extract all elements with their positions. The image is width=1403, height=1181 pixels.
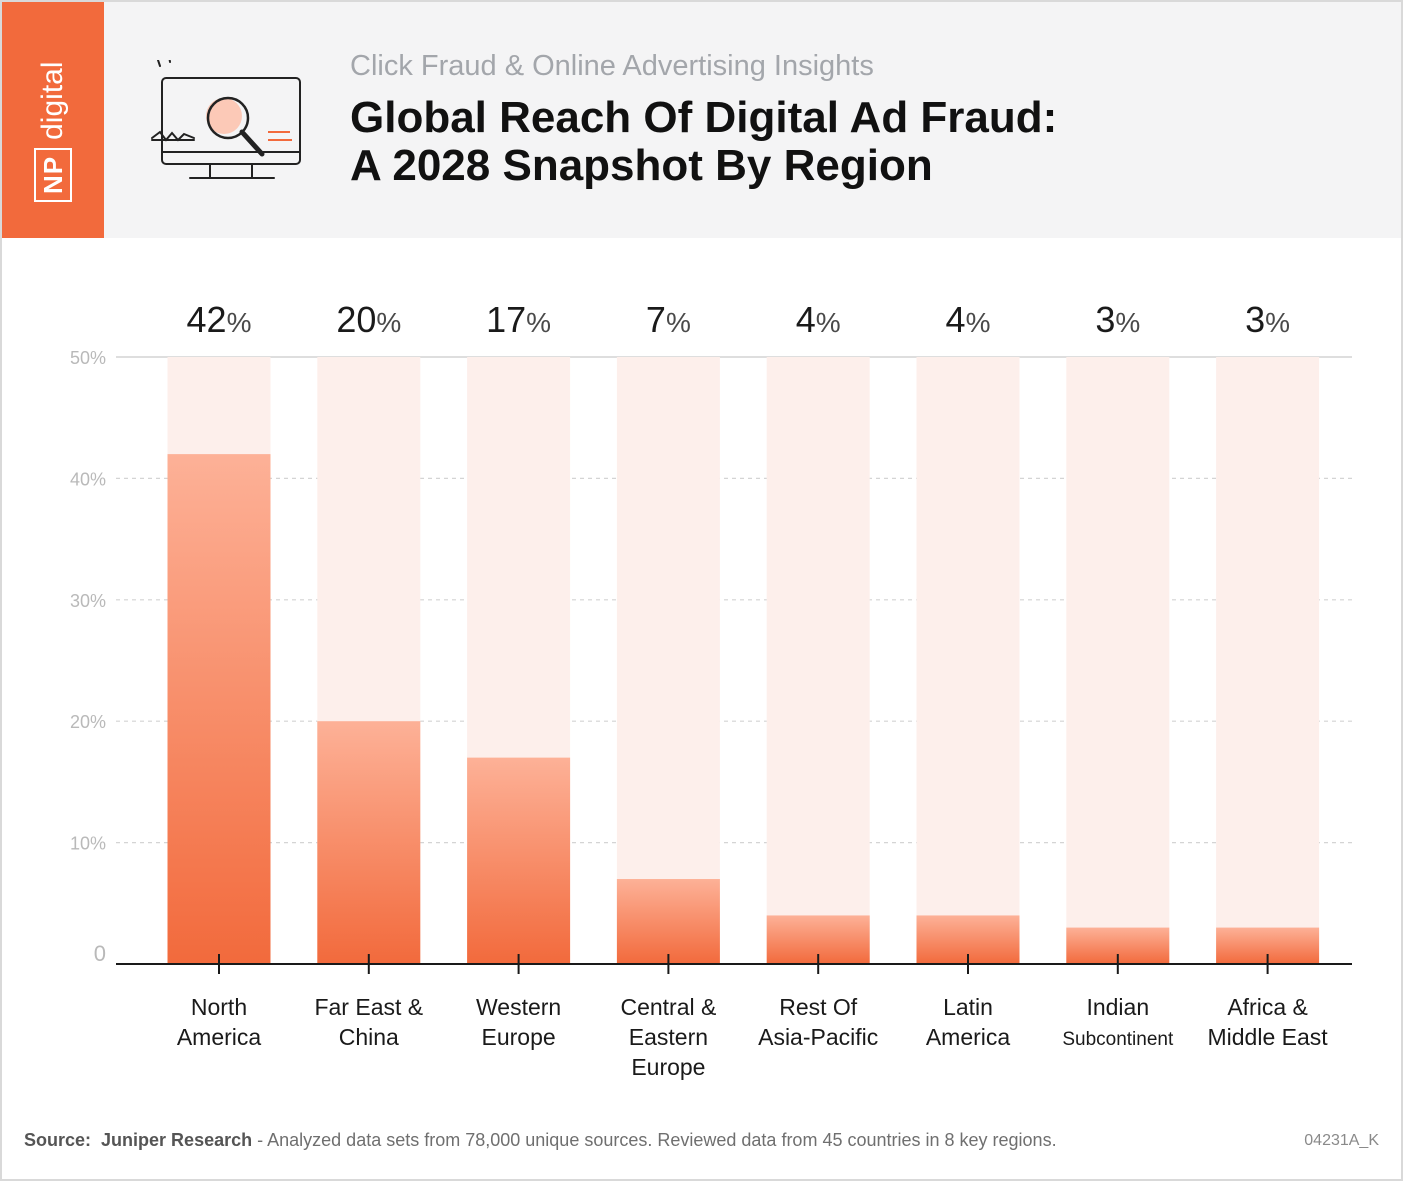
brand-np: NP xyxy=(34,147,72,202)
y-tick-label: 0 xyxy=(94,941,106,966)
value-label: 42% xyxy=(187,299,252,340)
bar-background xyxy=(616,357,720,964)
value-label: 4% xyxy=(796,299,841,340)
y-tick-label: 20% xyxy=(70,712,106,732)
value-label: 3% xyxy=(1245,299,1290,340)
x-category-label: Central & Eastern Europe xyxy=(620,994,716,1080)
bar-chart: 0 10% 20% 30% 40% 50% 42% North America 20% Far Ea… xyxy=(70,299,1352,1080)
y-tick-label: 40% xyxy=(70,469,106,489)
x-category-label: North America xyxy=(177,994,262,1050)
footer-source: Source: Juniper Research - Analyzed data… xyxy=(24,1130,1057,1151)
subtitle: Click Fraud & Online Advertising Insight… xyxy=(350,50,874,82)
header: NP digital Click Fraud & Online Advertis… xyxy=(2,2,1401,238)
x-category-label: Indian Subcontinent xyxy=(1062,994,1174,1050)
label-layer: 0 10% 20% 30% 40% 50% 42% North America 20% Far Ea… xyxy=(70,299,1328,1080)
brand-logo: NP digital xyxy=(2,2,104,238)
bar xyxy=(467,757,571,964)
bar-layer xyxy=(167,454,1320,964)
bar xyxy=(317,721,421,964)
bar-background xyxy=(1066,357,1170,964)
title-line-2: A 2028 Snapshot By Region xyxy=(350,141,933,190)
source-label: Source: xyxy=(24,1130,92,1150)
axis-layer xyxy=(116,954,1352,974)
image-code: 04231A_K xyxy=(1304,1132,1379,1149)
x-category-label: Rest Of Asia-Pacific xyxy=(758,994,878,1050)
value-label: 4% xyxy=(946,299,991,340)
y-tick-label: 50% xyxy=(70,348,106,368)
y-tick-label: 30% xyxy=(70,591,106,611)
value-label: 7% xyxy=(646,299,691,340)
x-category-label: Latin America xyxy=(926,994,1011,1050)
source-text: - Analyzed data sets from 78,000 unique … xyxy=(252,1130,1057,1150)
x-category-label: Western Europe xyxy=(476,994,561,1050)
value-label: 3% xyxy=(1095,299,1140,340)
x-category-label: Far East & China xyxy=(314,994,423,1050)
source-name: Juniper Research xyxy=(101,1130,253,1150)
title-line-1: Global Reach Of Digital Ad Fraud: xyxy=(350,93,1058,142)
monitor-magnifier-icon xyxy=(151,60,301,179)
x-category-label: Africa & Middle East xyxy=(1208,994,1329,1050)
brand-digital: digital xyxy=(36,61,69,140)
bar-background xyxy=(916,357,1020,964)
value-label: 17% xyxy=(486,299,551,340)
bar-background xyxy=(1216,357,1320,964)
value-label: 20% xyxy=(336,299,401,340)
title: Global Reach Of Digital Ad Fraud: A 2028… xyxy=(350,94,1057,190)
bar xyxy=(616,879,720,964)
bar xyxy=(167,454,271,964)
bar-background xyxy=(766,357,870,964)
y-tick-label: 10% xyxy=(70,834,106,854)
